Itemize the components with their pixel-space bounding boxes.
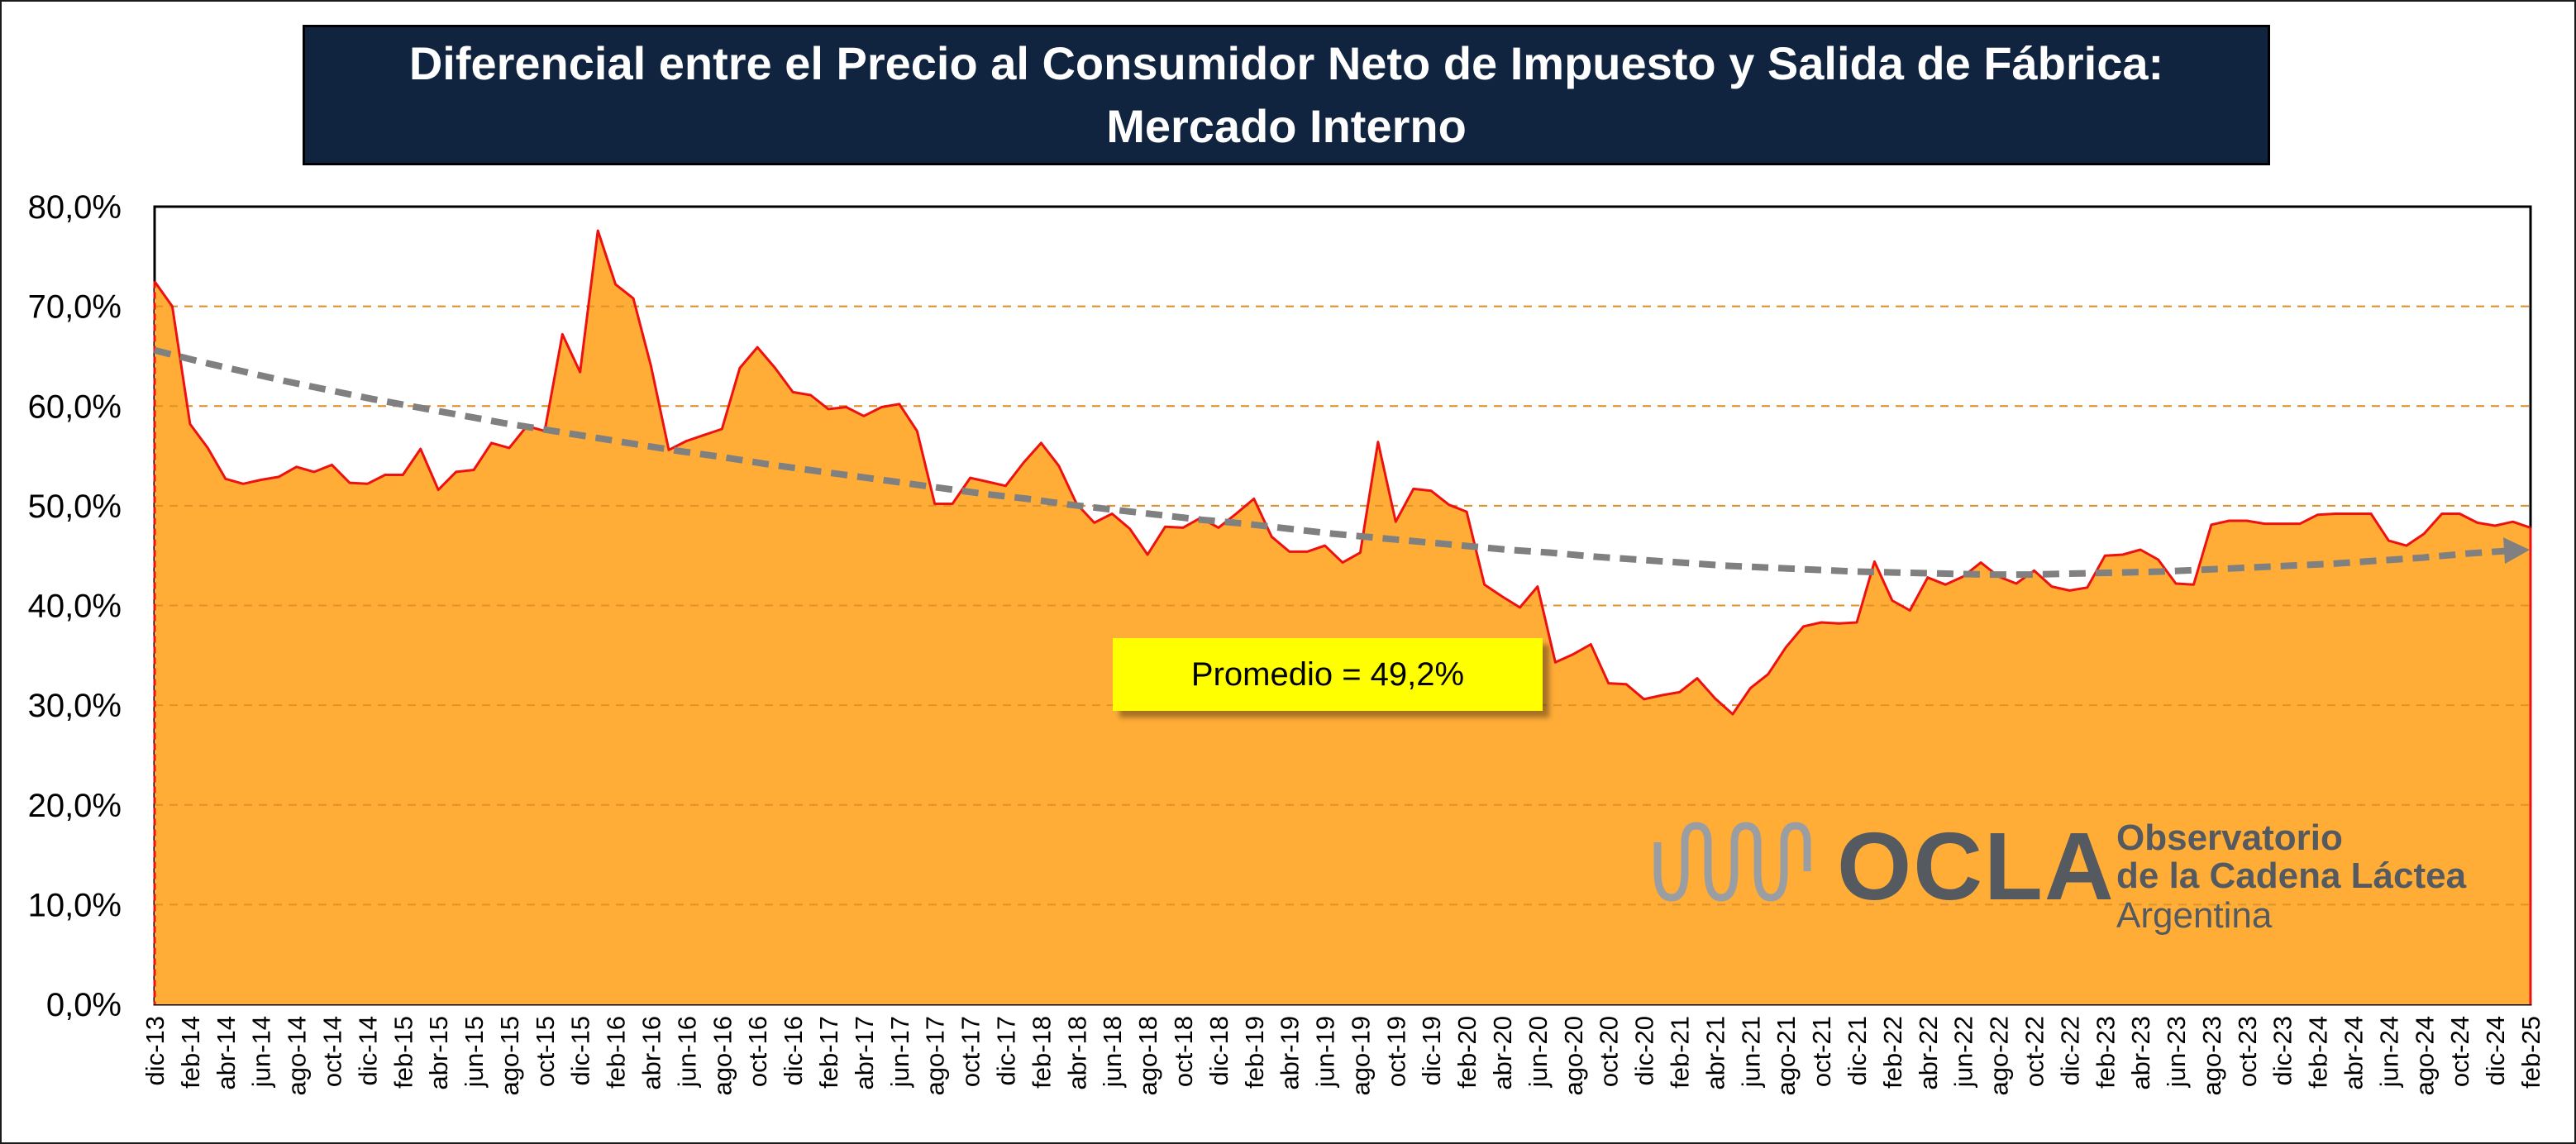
y-tick-label: 20,0%: [28, 788, 122, 824]
logo-wordmark: OCLA: [1837, 813, 2116, 920]
x-tick-label: oct-22: [2020, 1016, 2049, 1087]
x-tick-label: ago-17: [921, 1016, 950, 1096]
x-tick-label: abr-20: [1488, 1016, 1517, 1090]
series-line: [153, 229, 2531, 716]
x-tick-label: ago-15: [495, 1016, 524, 1096]
x-tick-label: oct-18: [1169, 1016, 1198, 1087]
x-tick-label: dic-13: [141, 1016, 169, 1085]
x-tick-label: feb-14: [176, 1016, 205, 1089]
logo-line-1: Observatorio: [2116, 817, 2343, 858]
y-axis-ticks: 0,0% 10,0% 20,0% 30,0% 40,0% 50,0% 60,0% 70,0% 8…: [28, 189, 122, 1023]
chart-title-box: Diferencial entre el Precio al Consumido…: [303, 25, 2270, 165]
x-tick-label: dic-20: [1630, 1016, 1659, 1085]
x-tick-label: abr-17: [850, 1016, 879, 1090]
x-tick-label: abr-23: [2126, 1016, 2155, 1090]
grid-lines-over-area: [155, 305, 2531, 906]
y-tick-label: 80,0%: [28, 189, 122, 226]
x-axis-ticks: dic-13 feb-14 abr-14 jun-14 ago-14 oct-14 dic-…: [141, 1016, 2545, 1096]
x-tick-label: jun-24: [2374, 1016, 2403, 1088]
x-tick-label: ago-16: [708, 1016, 737, 1096]
x-tick-label: jun-14: [247, 1016, 276, 1088]
x-tick-label: oct-23: [2233, 1016, 2262, 1087]
x-tick-label: feb-25: [2516, 1016, 2545, 1089]
x-tick-label: abr-22: [1914, 1016, 1943, 1090]
x-tick-label: dic-19: [1417, 1016, 1446, 1085]
series-area: [155, 231, 2531, 1004]
x-tick-label: abr-15: [424, 1016, 453, 1090]
x-tick-label: oct-17: [956, 1016, 985, 1087]
wave-icon: [1653, 822, 1811, 902]
trend-arrow: [2503, 537, 2530, 565]
x-tick-label: ago-14: [283, 1016, 312, 1096]
x-tick-label: jun-16: [672, 1016, 701, 1088]
logo-line-3: Argentina: [2116, 895, 2273, 936]
x-tick-label: ago-22: [1985, 1016, 2014, 1096]
x-tick-label: feb-24: [2304, 1016, 2333, 1089]
x-tick-label: jun-17: [885, 1016, 914, 1088]
y-tick-label: 60,0%: [28, 388, 122, 425]
x-tick-label: feb-21: [1666, 1016, 1695, 1089]
x-tick-label: dic-16: [779, 1016, 808, 1085]
logo-line-2: de la Cadena Láctea: [2116, 856, 2467, 896]
y-tick-label: 40,0%: [28, 589, 122, 625]
x-tick-label: ago-23: [2197, 1016, 2226, 1096]
x-tick-label: oct-21: [1807, 1016, 1836, 1087]
x-tick-label: oct-16: [743, 1016, 772, 1087]
x-tick-label: feb-23: [2091, 1016, 2120, 1089]
x-tick-label: jun-22: [1949, 1016, 1978, 1088]
x-tick-label: jun-21: [1736, 1016, 1765, 1088]
x-tick-label: abr-21: [1701, 1016, 1729, 1090]
x-tick-label: oct-14: [318, 1016, 347, 1087]
x-tick-label: jun-23: [2162, 1016, 2191, 1088]
x-tick-label: abr-14: [212, 1016, 241, 1090]
x-tick-label: feb-17: [814, 1016, 843, 1089]
x-tick-label: jun-15: [460, 1016, 489, 1088]
x-tick-label: ago-19: [1346, 1016, 1375, 1096]
x-tick-label: oct-15: [531, 1016, 560, 1087]
x-tick-label: ago-20: [1559, 1016, 1588, 1096]
x-tick-label: feb-20: [1453, 1016, 1481, 1089]
x-tick-label: oct-24: [2445, 1016, 2474, 1087]
x-tick-label: ago-24: [2410, 1016, 2439, 1096]
y-tick-label: 50,0%: [28, 489, 122, 525]
x-tick-label: oct-20: [1595, 1016, 1624, 1087]
y-tick-label: 70,0%: [28, 289, 122, 326]
x-tick-label: jun-18: [1098, 1016, 1127, 1088]
x-tick-label: feb-15: [389, 1016, 417, 1089]
average-annotation: Promedio = 49,2%: [1113, 638, 1543, 711]
x-tick-label: dic-18: [1205, 1016, 1233, 1085]
y-tick-label: 0,0%: [46, 987, 122, 1023]
x-tick-label: dic-21: [1843, 1016, 1872, 1085]
x-tick-label: dic-23: [2268, 1016, 2297, 1085]
x-tick-label: jun-20: [1524, 1016, 1553, 1088]
x-tick-label: oct-19: [1381, 1016, 1410, 1087]
x-tick-label: abr-24: [2340, 1016, 2368, 1090]
x-tick-label: abr-16: [637, 1016, 666, 1090]
y-tick-label: 10,0%: [28, 887, 122, 923]
chart-title: Diferencial entre el Precio al Consumido…: [408, 37, 2164, 152]
x-tick-label: dic-15: [566, 1016, 595, 1085]
x-tick-label: feb-18: [1027, 1016, 1056, 1089]
trend-line: [154, 346, 2511, 579]
x-tick-label: dic-24: [2481, 1016, 2510, 1085]
x-tick-label: ago-21: [1772, 1016, 1801, 1096]
x-tick-label: jun-19: [1311, 1016, 1340, 1088]
x-tick-label: ago-18: [1133, 1016, 1162, 1096]
ocla-logo: OCLA Observatorio de la Cadena Láctea Ar…: [1653, 818, 2513, 942]
y-tick-label: 30,0%: [28, 688, 122, 724]
x-tick-label: dic-22: [2055, 1016, 2084, 1085]
x-tick-label: abr-19: [1276, 1016, 1305, 1090]
x-tick-label: dic-17: [992, 1016, 1021, 1085]
x-tick-label: abr-18: [1062, 1016, 1091, 1090]
x-tick-label: feb-19: [1240, 1016, 1269, 1089]
x-tick-label: feb-16: [602, 1016, 631, 1089]
x-tick-label: dic-14: [353, 1016, 382, 1085]
x-tick-label: feb-22: [1878, 1016, 1907, 1089]
